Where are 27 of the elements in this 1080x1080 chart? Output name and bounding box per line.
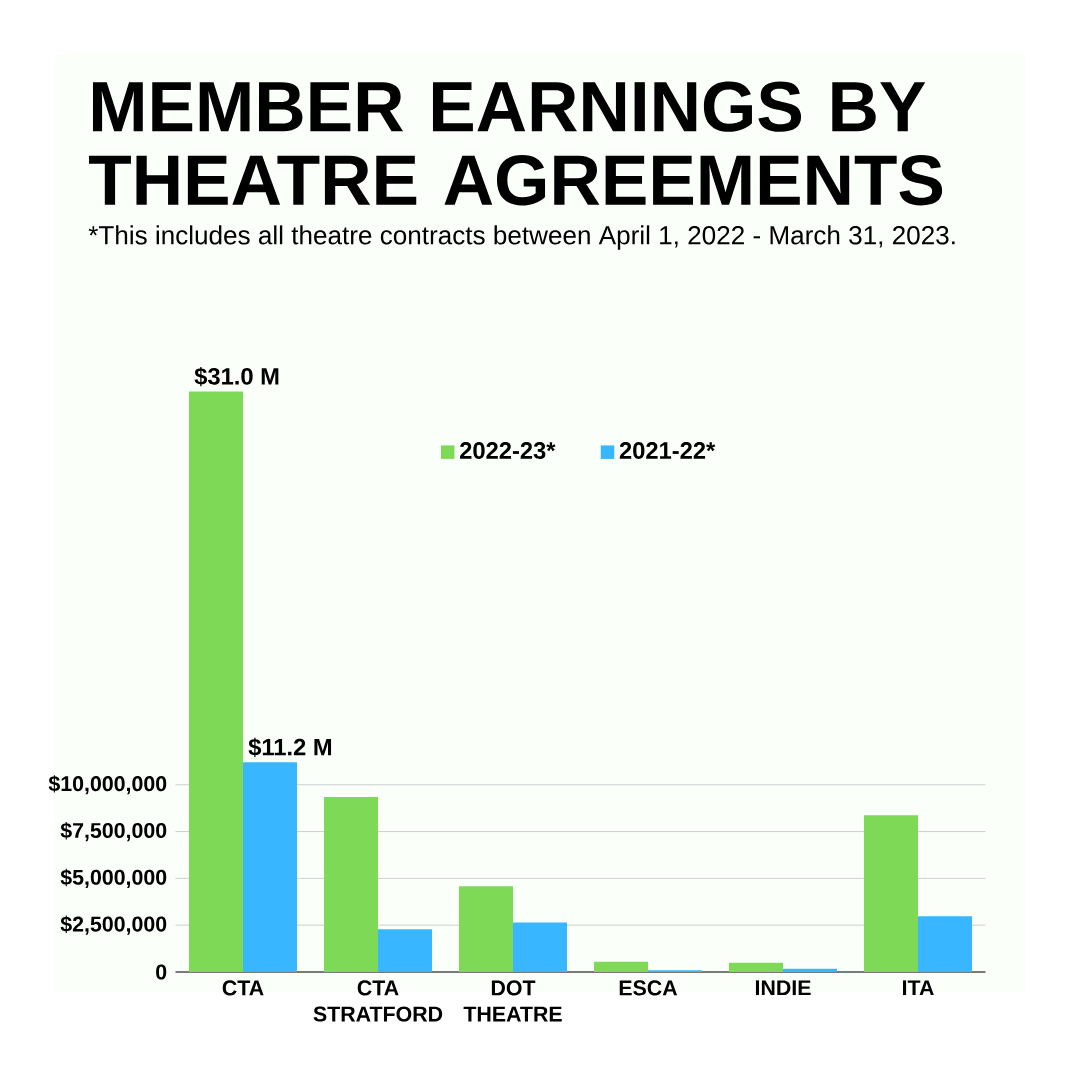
bar (594, 961, 648, 972)
x-tick-label: DOT THEATRE (463, 980, 562, 1022)
legend-label: 2021-22* (619, 442, 716, 459)
y-tick-label: $7,500,000 (60, 821, 167, 842)
y-tick-label: $2,500,000 (60, 915, 167, 935)
y-tick-label: $5,000,000 (60, 868, 167, 888)
bar (189, 391, 243, 972)
bar (378, 929, 432, 972)
x-tick-label: CTA (222, 980, 264, 996)
x-tick-label: ESCA (619, 980, 678, 996)
chart-subtitle: *This includes all theatre contracts between April 1, 2022 - March 31, 2023. (88, 225, 955, 250)
y-tick-label: 0 (156, 964, 167, 980)
x-tick-label: INDIE (755, 980, 811, 996)
legend-label: 2022-23* (460, 442, 556, 459)
bar (324, 796, 378, 972)
bar (243, 762, 297, 972)
bar (513, 922, 567, 972)
bar (918, 916, 972, 972)
data-label: $11.2 M (248, 737, 332, 758)
y-tick-label: $10,000,000 (48, 775, 167, 795)
bar (864, 815, 919, 972)
chart-title: MEMBER EARNINGS BY THEATRE AGREEMENTS (89, 81, 943, 206)
x-tick-label: ITA (903, 980, 934, 996)
data-label: $31.0 M (194, 366, 279, 387)
bar (459, 886, 513, 972)
x-tick-label: CTA STRATFORD (313, 980, 443, 1022)
bar (729, 962, 783, 972)
